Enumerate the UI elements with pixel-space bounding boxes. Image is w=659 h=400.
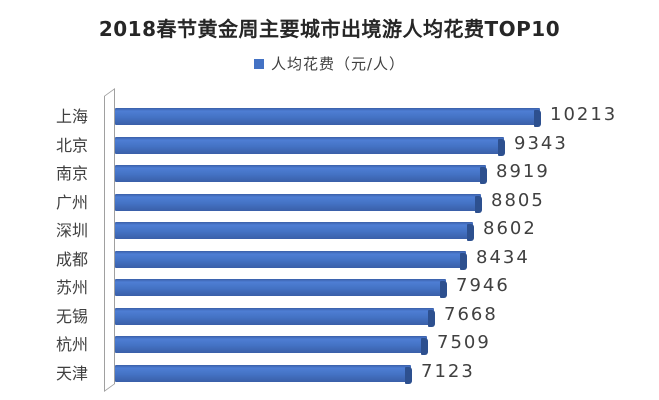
bar [115, 336, 428, 355]
value-label: 7123 [421, 361, 475, 382]
legend: 人均花费（元/人） [0, 53, 659, 74]
chart-title: 2018春节黄金周主要城市出境游人均花费TOP10 [98, 17, 561, 41]
category-label: 天津 [55, 364, 88, 383]
bar [115, 365, 412, 384]
category-label: 无锡 [55, 307, 88, 326]
legend-label: 人均花费（元/人） [270, 55, 406, 73]
value-label: 7946 [456, 275, 510, 296]
category-label: 上海 [55, 107, 88, 126]
value-label: 8805 [491, 190, 545, 211]
value-label: 7509 [437, 332, 491, 353]
legend-swatch-icon [253, 58, 264, 69]
value-label: 8602 [483, 218, 537, 239]
bar [115, 194, 482, 213]
bar [115, 137, 505, 156]
bar [115, 108, 541, 127]
category-label: 杭州 [55, 335, 88, 354]
category-label: 深圳 [55, 221, 88, 240]
category-label: 成都 [55, 250, 88, 269]
category-label: 苏州 [55, 278, 88, 297]
value-label: 10213 [550, 104, 618, 125]
bar [115, 279, 447, 298]
category-axis-wall [104, 88, 115, 393]
bar [115, 251, 467, 270]
category-label: 北京 [55, 136, 88, 155]
bar [115, 165, 487, 184]
value-label: 7668 [444, 304, 498, 325]
bar [115, 308, 435, 327]
category-label: 广州 [55, 193, 88, 212]
value-label: 9343 [514, 133, 568, 154]
bar [115, 222, 474, 241]
value-label: 8919 [496, 161, 550, 182]
value-label: 8434 [476, 247, 530, 268]
category-label: 南京 [55, 164, 88, 183]
